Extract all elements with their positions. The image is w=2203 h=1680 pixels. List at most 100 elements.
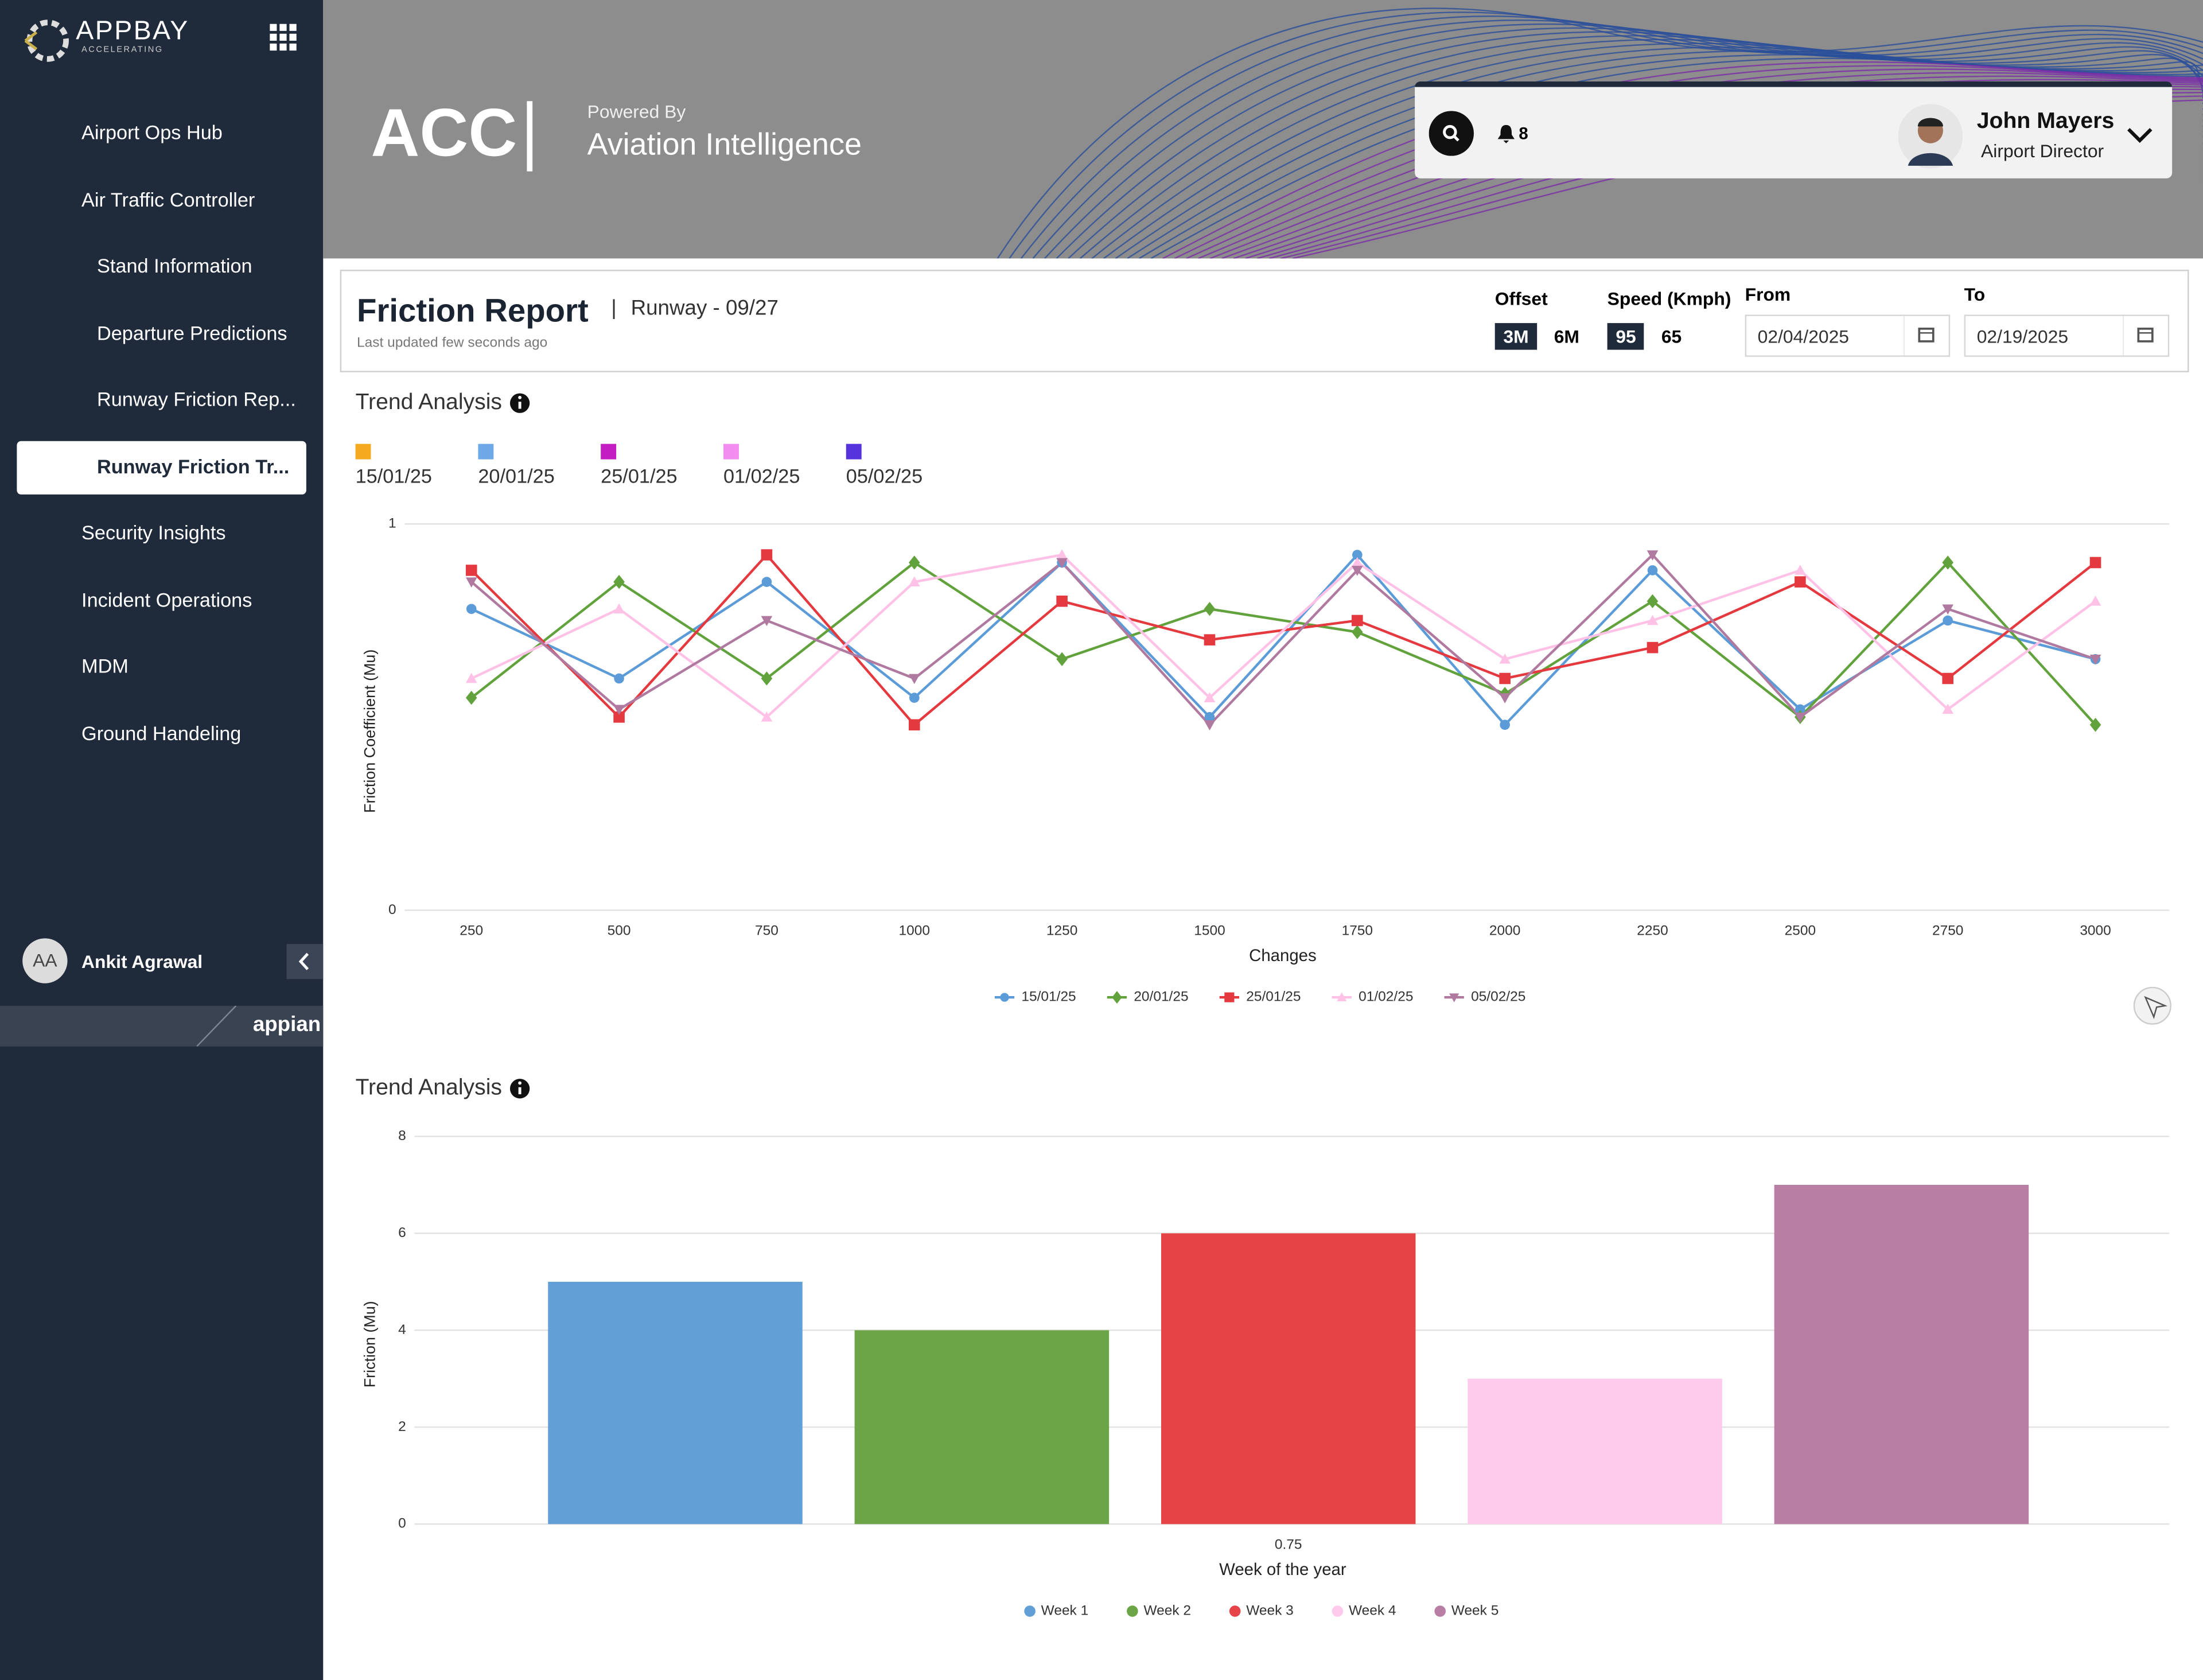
footer-brand: appian <box>252 1013 321 1037</box>
offset-options: 3M 6M <box>1494 323 1597 350</box>
data-point <box>613 705 625 715</box>
data-point <box>908 555 920 570</box>
chart-title: Trend Analysis <box>356 390 502 414</box>
data-point <box>1942 672 1954 685</box>
nav-item[interactable]: Air Traffic Controller <box>81 187 255 210</box>
apps-grid-button[interactable] <box>270 24 301 52</box>
x-tick-label: 2500 <box>1785 923 1816 939</box>
legend-marker <box>1000 993 1009 1002</box>
legend-swatch <box>478 444 494 460</box>
legend-label[interactable]: Week 4 <box>1349 1603 1396 1619</box>
nav-item[interactable]: Incident Operations <box>81 588 252 610</box>
nav-subitem[interactable]: Stand Information <box>96 254 252 277</box>
data-point <box>2089 654 2101 665</box>
data-point <box>761 711 773 722</box>
legend-swatch <box>601 444 617 460</box>
legend-label[interactable]: 20/01/25 <box>1134 989 1188 1005</box>
data-point <box>1795 576 1806 588</box>
nav-item[interactable]: MDM <box>81 654 129 678</box>
nav-item[interactable]: Airport Ops Hub <box>81 120 223 143</box>
data-point <box>1056 549 1068 559</box>
legend-label[interactable]: 15/01/25 <box>1021 989 1076 1005</box>
legend-label[interactable]: 25/01/25 <box>1246 989 1301 1005</box>
bell-icon[interactable] <box>1496 123 1516 143</box>
wave-line <box>1257 88 2203 259</box>
data-point <box>1204 634 1216 645</box>
report-title: Friction Report <box>357 292 589 329</box>
header-divider <box>527 101 533 172</box>
bar <box>1161 1233 1416 1525</box>
nav-subitem[interactable]: Runway Friction Rep... <box>96 387 296 410</box>
wave-line <box>1009 11 2203 259</box>
nav-subitem[interactable]: Runway Friction Tr... <box>96 454 290 477</box>
offset-option[interactable]: 3M <box>1494 323 1538 350</box>
data-point <box>2089 557 2101 569</box>
data-point <box>465 672 477 683</box>
user-photo <box>1898 104 1963 169</box>
x-tick-label: 500 <box>608 923 631 939</box>
legend-label[interactable]: 01/02/25 <box>723 465 800 487</box>
legend-label[interactable]: 25/01/25 <box>601 465 677 487</box>
from-date-input[interactable]: 02/04/2025 <box>1745 314 1951 357</box>
wave-line <box>1079 35 2203 259</box>
user-name: Ankit Agrawal <box>81 951 203 973</box>
x-tick-label: 1000 <box>899 923 930 939</box>
y-tick-label: 8 <box>398 1128 406 1144</box>
data-point <box>466 604 477 615</box>
x-tick-label: 0.75 <box>1275 1537 1302 1552</box>
data-point <box>1647 550 1659 561</box>
info-icon-glyph <box>518 395 522 399</box>
user-menu-toggle[interactable] <box>2126 126 2154 146</box>
header-title: ACC <box>371 96 517 172</box>
search-button[interactable] <box>1429 111 1474 156</box>
offset-label: Offset <box>1494 287 1548 309</box>
collapse-button[interactable] <box>286 944 324 979</box>
legend-label[interactable]: 05/02/25 <box>1471 989 1525 1005</box>
legend-label[interactable]: 15/01/25 <box>356 465 432 487</box>
offset-option[interactable]: 6M <box>1554 325 1579 347</box>
legend-label[interactable]: Week 3 <box>1246 1603 1294 1619</box>
legend-label[interactable]: 01/02/25 <box>1359 989 1413 1005</box>
wave-line <box>1115 46 2203 259</box>
wave-line <box>1186 68 2203 259</box>
speed-option[interactable]: 65 <box>1661 325 1682 347</box>
legend-label[interactable]: Week 5 <box>1451 1603 1499 1619</box>
data-point <box>1204 711 1215 722</box>
data-point <box>1942 555 1954 570</box>
nav-item[interactable]: Ground Handeling <box>81 721 242 744</box>
legend-marker <box>1224 992 1235 1002</box>
data-point <box>761 616 773 627</box>
sidebar: APPBAY ACCELERATING Airport Ops Hub Air T… <box>0 0 324 1680</box>
data-point <box>1499 672 1511 685</box>
to-date: 02/19/2025 <box>1976 325 2069 347</box>
from-label: From <box>1745 283 1791 305</box>
x-tick-label: 1250 <box>1046 923 1077 939</box>
header: ACC Powered By Aviation Intelligence 8 J… <box>323 0 2203 259</box>
nav-item[interactable]: Security Insights <box>81 521 226 544</box>
data-point <box>1204 692 1216 702</box>
wave-line <box>1127 50 2203 259</box>
logo-icon <box>24 20 69 62</box>
data-point <box>1352 550 1363 560</box>
legend-label[interactable]: Week 1 <box>1041 1603 1089 1619</box>
nav-subitem[interactable]: Departure Predictions <box>96 321 287 344</box>
legend-label[interactable]: Week 2 <box>1143 1603 1191 1619</box>
selection-button[interactable] <box>2133 986 2171 1025</box>
legend-label[interactable]: 05/02/25 <box>846 465 923 487</box>
runway-divider: | <box>611 296 617 321</box>
data-point <box>1943 615 1953 626</box>
data-point <box>465 690 477 705</box>
speed-option[interactable]: 95 <box>1607 323 1645 350</box>
header-user-name: John Mayers <box>1976 109 2115 134</box>
legend-marker <box>1229 1605 1241 1617</box>
wave-line <box>1280 95 2203 259</box>
data-point <box>908 719 920 731</box>
speed-options: 95 65 <box>1607 323 1699 350</box>
data-point <box>1352 615 1363 627</box>
legend-marker <box>1337 992 1347 1002</box>
legend-marker <box>1024 1605 1036 1617</box>
series-line <box>470 553 2096 727</box>
to-date-input[interactable]: 02/19/2025 <box>1964 314 2170 357</box>
info-icon-glyph <box>518 1087 521 1095</box>
legend-label[interactable]: 20/01/25 <box>478 465 554 487</box>
